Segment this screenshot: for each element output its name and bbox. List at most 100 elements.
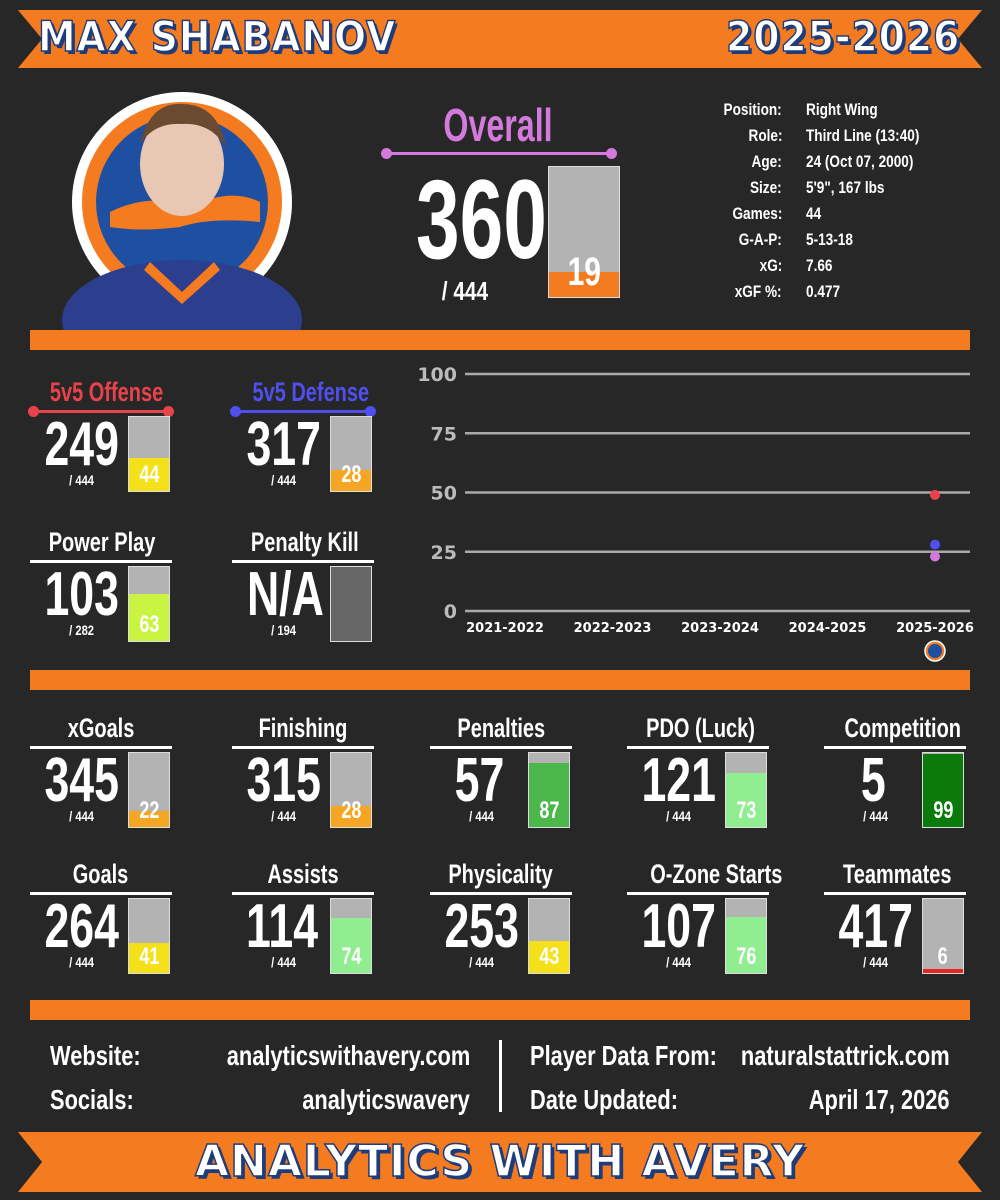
percentile-fill: [331, 806, 371, 827]
bio-value: 7.66: [806, 256, 833, 275]
bio-value: Right Wing: [806, 100, 878, 119]
tile-title: Power Play: [48, 527, 156, 557]
tile-out-of: / 444: [271, 808, 297, 824]
tile-rule: [232, 892, 374, 895]
tile-title: Physicality: [448, 859, 554, 889]
data-source-link[interactable]: naturalstattrick.com: [741, 1040, 950, 1071]
percentile-fill: [129, 942, 169, 973]
tile-rank: 103: [44, 560, 119, 629]
percentile-value: 76: [735, 943, 757, 970]
stat-tile: Goals 264/ 444 41: [30, 858, 172, 974]
percentile-bar: 99: [922, 752, 964, 828]
bio-value: 0.477: [806, 282, 841, 301]
data-point: [930, 489, 940, 500]
team-logo-icon: [62, 92, 302, 330]
tile-title: Penalties: [457, 713, 545, 743]
tile-out-of: / 444: [666, 808, 692, 824]
tile-rule: [627, 892, 769, 895]
tile-rank: 107: [641, 892, 716, 961]
player-photo: [60, 92, 305, 330]
tile-rank: 249: [44, 410, 119, 479]
tile-title: Assists: [267, 859, 339, 889]
percentile-bar: 73: [725, 752, 767, 828]
tile-title: PDO (Luck): [646, 713, 755, 743]
stat-tile: Competition 5/ 444 99: [824, 712, 966, 828]
percentile-value: 28: [340, 797, 362, 824]
percentile-value: 41: [138, 943, 160, 970]
stat-tile: Penalty Kill N/A/ 194: [232, 526, 374, 642]
stat-tile: Finishing 315/ 444 28: [232, 712, 374, 828]
tile-rule: [430, 746, 572, 749]
percentile-fill: [331, 567, 371, 641]
stat-tile: Assists 114/ 444 74: [232, 858, 374, 974]
tile-out-of: / 444: [271, 472, 297, 488]
percentile-fill: [923, 968, 963, 973]
bio-label: Games:: [732, 204, 782, 223]
header-banner: [18, 10, 982, 68]
tile-out-of: / 282: [69, 622, 95, 638]
overall-title: Overall: [443, 99, 553, 151]
season-label: 2025-2026: [725, 11, 960, 62]
percentile-fill: [331, 470, 371, 491]
percentile-value: 63: [138, 611, 160, 638]
overall-percentile-value: 19: [567, 250, 601, 294]
bio-label: Role:: [748, 126, 782, 145]
tile-rank: N/A: [246, 560, 324, 629]
percentile-bar: 28: [330, 416, 372, 492]
tile-title: Goals: [73, 859, 129, 889]
overall-out-of: / 444: [441, 276, 489, 306]
tile-rule: [28, 406, 174, 417]
percentile-fill: [923, 753, 963, 827]
percentile-value: 87: [538, 797, 560, 824]
overall-percentile-bar: 19: [548, 166, 620, 298]
data-point: [930, 551, 940, 562]
tile-rank: 114: [246, 892, 319, 961]
percentile-bar: 87: [528, 752, 570, 828]
bio-label: Position:: [723, 100, 782, 119]
footer-divider: [499, 1040, 502, 1112]
percentile-value: 44: [138, 461, 160, 488]
percentile-fill: [529, 941, 569, 973]
tile-out-of: / 194: [271, 622, 297, 638]
date-updated: April 17, 2026: [809, 1084, 950, 1115]
percentile-bar: 44: [128, 416, 170, 492]
tile-out-of: / 444: [271, 954, 297, 970]
website-link[interactable]: analyticswithavery.com: [226, 1040, 470, 1071]
season-trend-chart: 100 75 50 25 0 2021-2022 2022-2023 2023-2024 202…: [417, 364, 974, 662]
percentile-value: [331, 611, 371, 639]
percentile-value: 28: [340, 461, 362, 488]
x-tick-label: 2025-2026: [896, 621, 974, 636]
percentile-fill: [129, 458, 169, 491]
percentile-value: 74: [340, 943, 362, 970]
percentile-value: 99: [932, 797, 954, 824]
percentile-bar: 28: [330, 752, 372, 828]
socials-handle[interactable]: analyticswavery: [302, 1084, 470, 1115]
divider-stripe: [30, 670, 970, 690]
tile-title: 5v5 Defense: [252, 377, 370, 407]
percentile-bar: 74: [330, 898, 372, 974]
percentile-bar: 63: [128, 566, 170, 642]
percentile-bar: 41: [128, 898, 170, 974]
data-point: [930, 539, 940, 550]
bio-value: 5-13-18: [806, 230, 853, 249]
tile-title: xGoals: [67, 713, 135, 743]
tile-rule: [627, 746, 769, 749]
tile-out-of: / 444: [69, 954, 95, 970]
tile-rule: [824, 746, 966, 749]
tile-rank: 253: [444, 892, 519, 961]
tile-title: Competition: [844, 713, 962, 743]
bio-label: Size:: [750, 178, 782, 197]
percentile-bar: 6: [922, 898, 964, 974]
y-tick-label: 75: [431, 423, 457, 445]
percentile-fill: [726, 772, 766, 827]
stat-tile: Power Play 103/ 282 63: [30, 526, 172, 642]
stat-tile: xGoals 345/ 444 22: [30, 712, 172, 828]
bio-label: G-A-P:: [738, 230, 782, 249]
website-label: Website:: [50, 1040, 141, 1071]
percentile-fill: [129, 594, 169, 641]
percentile-fill: [726, 916, 766, 973]
overall-rank: 360: [416, 157, 547, 282]
x-tick-label: 2024-2025: [789, 621, 867, 636]
team-logo-icon: [924, 640, 946, 662]
x-tick-label: 2021-2022: [466, 621, 544, 636]
